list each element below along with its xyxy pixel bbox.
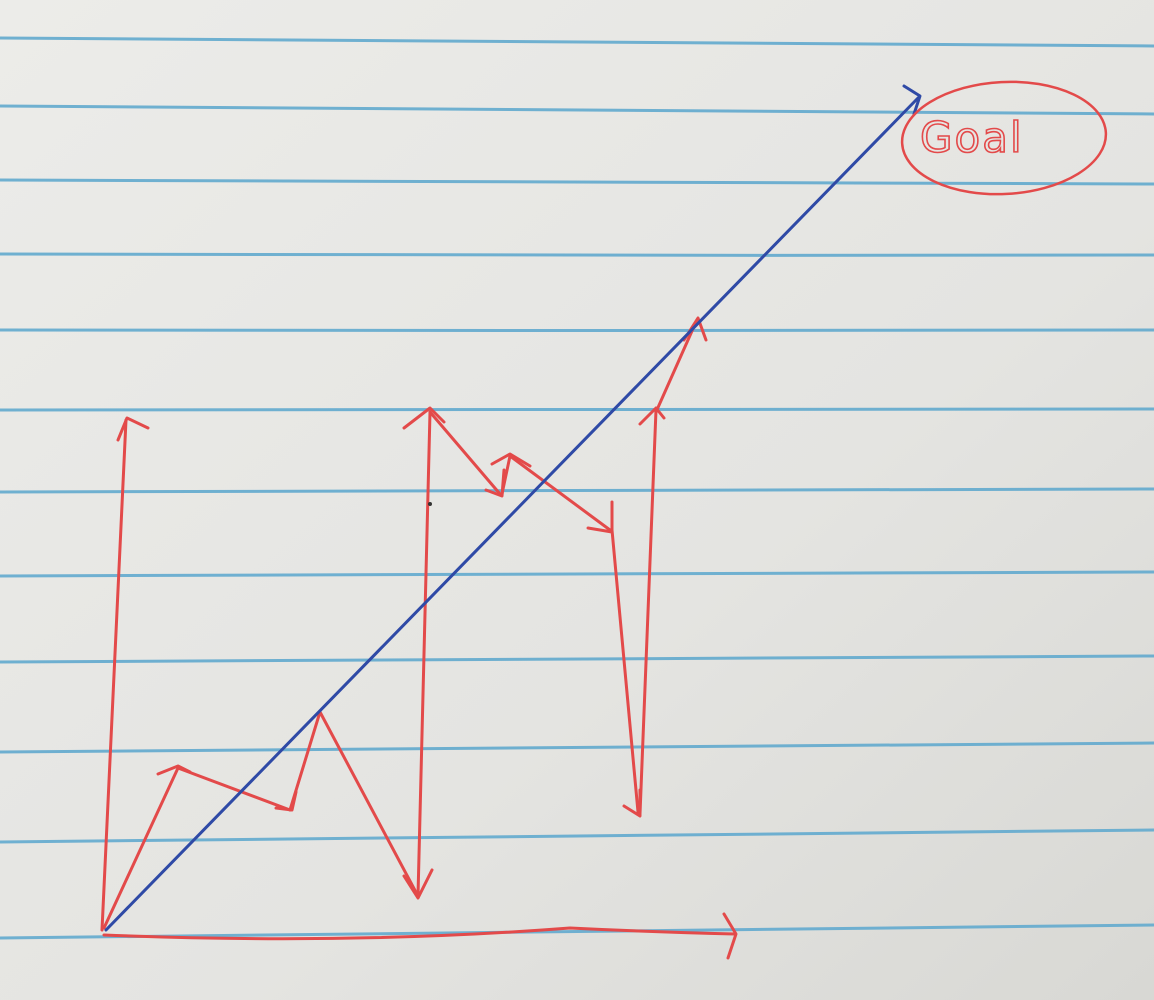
zigzag-segment	[102, 766, 180, 930]
zigzag-segment	[176, 766, 292, 812]
y-axis-line	[100, 418, 128, 932]
zigzag-segment	[318, 710, 420, 898]
zigzag-segment	[490, 452, 532, 468]
rule-line	[0, 328, 1154, 332]
rule-line	[0, 828, 1154, 844]
zigzag-segment	[508, 454, 612, 532]
rule-line	[0, 654, 1154, 664]
ink-dot	[428, 502, 432, 506]
zigzag-segment	[610, 528, 640, 814]
zigzag-segment	[654, 320, 698, 414]
ruled-lines	[0, 36, 1154, 940]
zigzag-segment	[638, 408, 658, 816]
goal-circle	[900, 80, 1108, 196]
rule-line	[0, 104, 1154, 116]
rule-line	[0, 407, 1154, 412]
x-axis-arrowhead	[722, 912, 738, 960]
x-axis-line	[102, 926, 737, 941]
blue-arrow-line	[104, 96, 920, 932]
rule-line	[0, 178, 1154, 186]
rule-line	[0, 570, 1154, 578]
zigzag-segment	[638, 406, 666, 426]
y-axis-arrowhead	[116, 416, 150, 442]
zigzag-segment	[500, 454, 512, 496]
zigzag-segment	[484, 468, 506, 498]
rule-line	[0, 741, 1154, 754]
zigzag-segment	[288, 710, 322, 812]
red-path	[100, 316, 738, 960]
zigzag-segment	[402, 406, 446, 430]
goal-node: Goal	[900, 80, 1108, 196]
rule-line	[0, 36, 1154, 48]
zigzag-segment	[402, 868, 434, 900]
goal-label: Goal	[920, 113, 1024, 162]
blue-path	[104, 84, 922, 932]
rule-line	[0, 252, 1154, 257]
zigzag-segment	[416, 410, 432, 898]
rule-line	[0, 487, 1154, 494]
blue-arrowhead	[902, 84, 922, 116]
zigzag-segment	[428, 410, 502, 496]
